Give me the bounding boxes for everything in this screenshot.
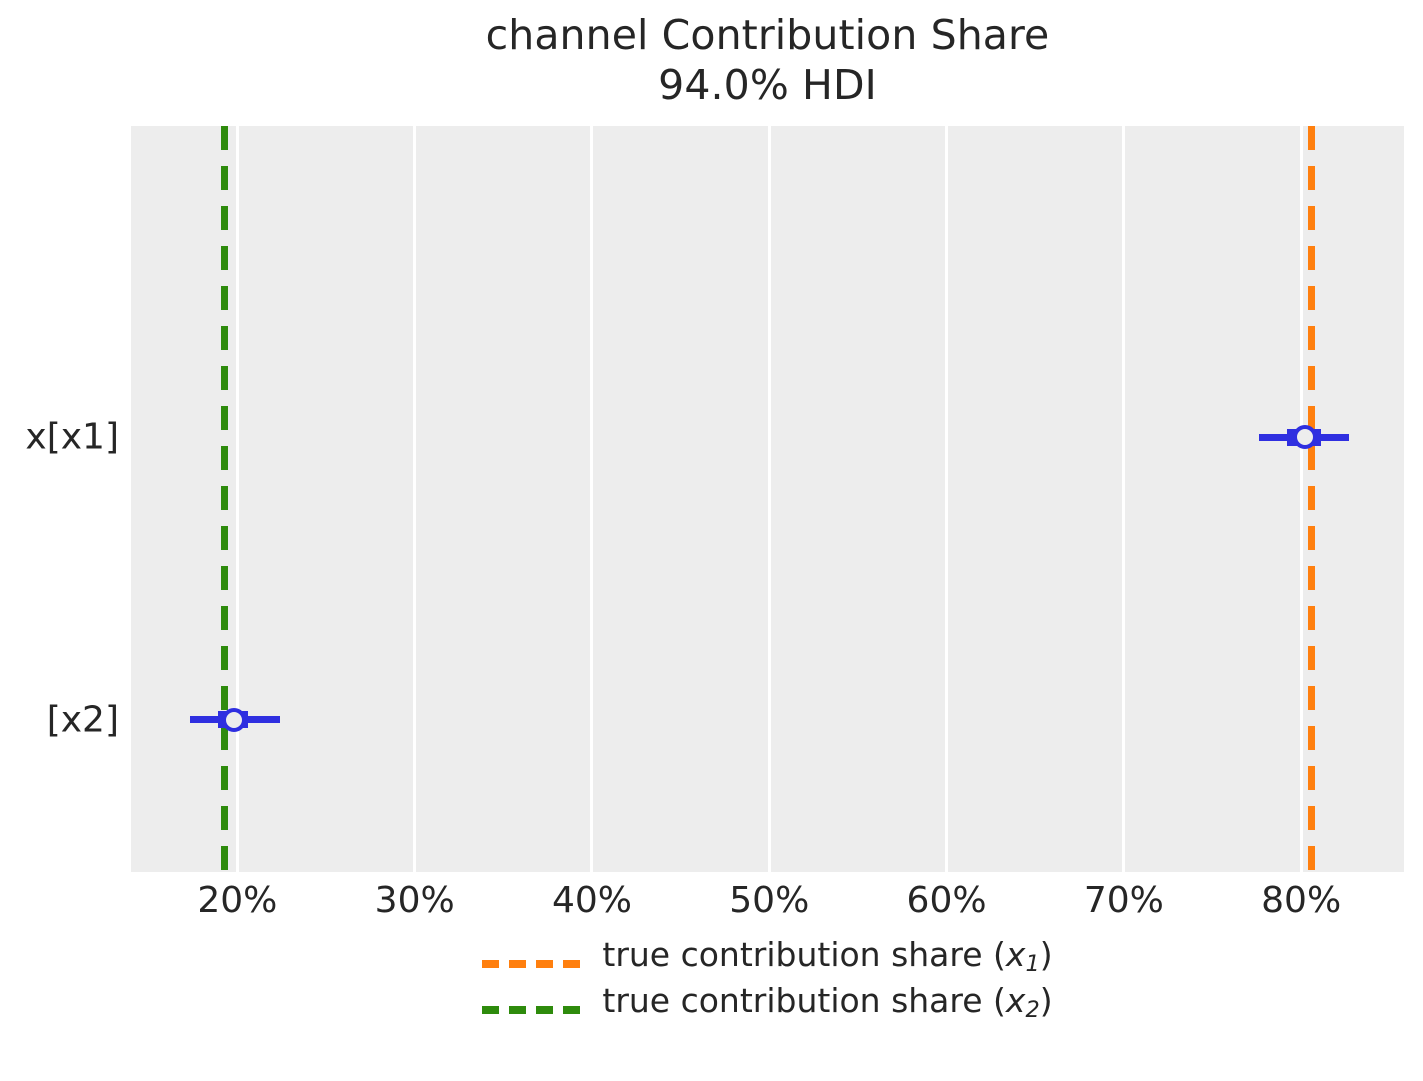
chart-legend: true contribution share (x1) true contrib… bbox=[131, 938, 1404, 1022]
true-share-line-2 bbox=[221, 126, 229, 872]
x-tick-label: 20% bbox=[197, 880, 278, 921]
gridline-70pct bbox=[1122, 126, 1126, 872]
x-tick-label: 40% bbox=[551, 880, 632, 921]
chart-title-line-2: 94.0% HDI bbox=[658, 61, 877, 110]
true-share-line-1 bbox=[1308, 126, 1316, 872]
legend-entry-2: true contribution share (x2) bbox=[482, 981, 1053, 1024]
legend-label: true contribution share (x1) bbox=[602, 935, 1053, 977]
gridline-30pct bbox=[413, 126, 417, 872]
x-tick-label: 80% bbox=[1261, 880, 1342, 921]
legend-dashed-line-swatch bbox=[482, 999, 583, 1015]
x-tick-label: 60% bbox=[906, 880, 987, 921]
chart-title-line-1: channel Contribution Share bbox=[485, 11, 1050, 59]
x-tick-label: 50% bbox=[729, 880, 810, 921]
legend-entry-1: true contribution share (x1) bbox=[482, 935, 1053, 977]
gridline-40pct bbox=[590, 126, 594, 872]
x-tick-label: 30% bbox=[374, 880, 455, 921]
posterior-mean-marker bbox=[1292, 425, 1317, 450]
legend-dashed-line-swatch bbox=[482, 953, 583, 968]
posterior-mean-marker bbox=[221, 707, 246, 732]
legend-label: true contribution share (x2) bbox=[602, 981, 1053, 1024]
chart-title: channel Contribution Share 94.0% HDI bbox=[131, 10, 1404, 110]
x-tick-label: 70% bbox=[1083, 880, 1164, 921]
gridline-80pct bbox=[1299, 126, 1303, 872]
gridline-60pct bbox=[945, 126, 949, 872]
plot-area bbox=[131, 126, 1404, 872]
y-tick-label-x2: [x2] bbox=[46, 699, 119, 741]
gridline-50pct bbox=[767, 126, 771, 872]
gridline-20pct bbox=[235, 126, 239, 872]
y-tick-label-xx1: x[x1] bbox=[25, 416, 119, 458]
